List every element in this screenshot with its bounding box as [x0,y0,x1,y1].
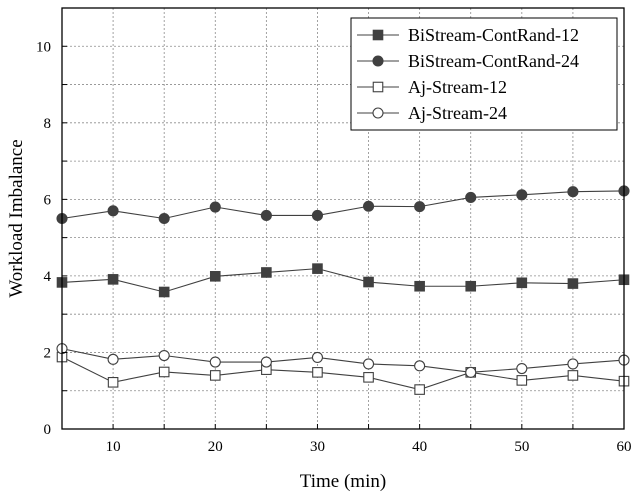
series-line [61,190,625,220]
x-tick-label: 10 [106,439,121,455]
data-point [414,280,425,292]
data-point [362,358,375,370]
data-point [209,270,221,282]
y-axis-title: Workload Imbalance [6,139,27,297]
series-1 [56,263,630,298]
data-point [107,353,119,365]
series-line [61,348,625,373]
data-point [465,366,477,378]
data-point [311,209,324,221]
data-point [158,349,170,362]
data-point [516,362,528,375]
data-point [516,277,528,289]
x-tick-label: 60 [617,439,632,455]
legend-marker [372,29,384,41]
y-tick-label: 10 [36,39,51,55]
data-point [107,377,119,388]
data-point [311,351,324,363]
series-2 [56,185,630,225]
data-point [567,358,579,370]
legend-label: BiStream-ContRand-24 [408,51,579,71]
legend: BiStream-ContRand-12 BiStream-ContRand-24… [350,17,618,131]
data-point [465,191,477,203]
data-point [363,372,374,383]
data-point [312,263,323,274]
data-point [312,367,323,378]
y-tick-label: 2 [44,345,52,361]
data-point [107,274,119,285]
data-point [158,286,170,298]
series-line [61,268,625,293]
x-axis-ticks: 10 20 30 40 50 60 [61,424,632,455]
data-point [158,212,170,225]
data-point [362,200,375,212]
data-point [107,205,119,217]
data-point [465,280,477,292]
series-4 [56,343,630,378]
y-tick-label: 8 [44,116,52,132]
legend-item: BiStream-ContRand-24 [357,51,579,71]
legend-item: Aj-Stream-12 [357,77,507,97]
y-tick-label: 0 [44,422,52,438]
data-point [414,360,426,372]
legend-item: BiStream-ContRand-12 [357,25,579,45]
y-axis-ticks: 0 2 4 6 8 10 [36,7,67,438]
data-point [414,201,426,213]
data-point [260,209,272,221]
series-3 [56,351,630,395]
series-layer [56,185,630,395]
y-tick-label: 6 [44,192,52,208]
plot-frame [61,7,625,430]
x-tick-label: 30 [310,439,325,455]
x-axis-title: Time (min) [300,471,386,492]
data-point [567,278,579,289]
data-point [209,370,221,381]
legend-marker [372,55,384,67]
y-tick-label: 4 [44,269,52,285]
x-tick-label: 40 [412,439,427,455]
data-point [261,267,272,278]
data-point [363,276,374,288]
data-point [516,189,528,201]
legend-marker [372,107,384,119]
x-tick-label: 20 [208,439,223,455]
data-point [567,186,579,198]
data-point [158,366,170,378]
legend-label: BiStream-ContRand-12 [408,25,579,45]
data-point [567,370,579,381]
legend-label: Aj-Stream-12 [408,77,507,97]
legend-item: Aj-Stream-24 [357,103,507,123]
legend-box [350,17,618,131]
data-point [209,201,221,213]
legend-marker [372,81,384,93]
x-tick-label: 50 [514,439,529,455]
data-point [414,384,425,395]
legend-label: Aj-Stream-24 [408,103,507,123]
data-point [516,375,528,386]
series-line [61,356,625,391]
data-point [209,356,221,368]
data-point [260,356,272,368]
